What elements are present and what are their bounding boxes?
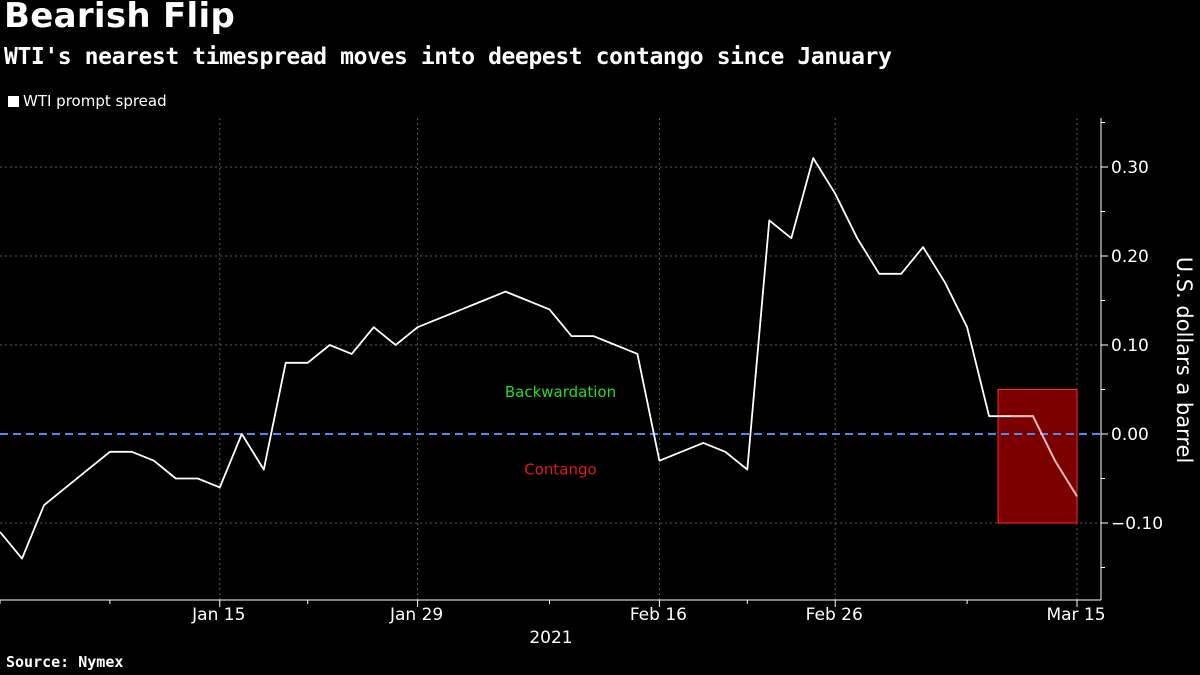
y-tick-label: 0.30 (1111, 158, 1149, 178)
series-wti-prompt-spread (0, 157, 1078, 560)
x-tick-label: Jan 29 (389, 605, 443, 625)
annotation-contango: Contango (524, 461, 596, 479)
x-tick-label: Jan 15 (191, 605, 245, 625)
x-tick-label: Feb 16 (630, 605, 687, 625)
series-line (0, 157, 1078, 560)
y-tick-label: 0.00 (1111, 425, 1149, 445)
tick-labels: −0.10 0.00 0.10 0.20 0.30 Jan 15 Jan 29 Feb 16 F… (191, 158, 1196, 648)
legend-label: WTI prompt spread (23, 92, 167, 110)
y-tick-label: 0.10 (1111, 336, 1149, 356)
source-note: Source: Nymex (6, 653, 124, 671)
y-tick-label: 0.20 (1111, 247, 1149, 267)
highlight-region (997, 389, 1078, 524)
legend-swatch (8, 95, 19, 107)
axes (0, 118, 1108, 607)
y-tick-label: −0.10 (1111, 514, 1163, 534)
legend: WTI prompt spread (8, 92, 167, 110)
annotation-backwardation: Backwardation (505, 383, 616, 401)
x-axis-title: 2021 (529, 628, 572, 648)
annotations: Backwardation Contango (505, 383, 616, 478)
series-highlight-segment (1011, 415, 1078, 497)
grid (0, 118, 1101, 600)
x-tick-label: Mar 15 (1046, 605, 1105, 625)
highlight-box (997, 389, 1078, 524)
x-tick-label: Feb 26 (806, 605, 863, 625)
y-axis-title: U.S. dollars a barrel (1172, 257, 1196, 464)
chart-subtitle: WTI's nearest timespread moves into deep… (4, 44, 892, 70)
chart-title: Bearish Flip (4, 0, 236, 36)
